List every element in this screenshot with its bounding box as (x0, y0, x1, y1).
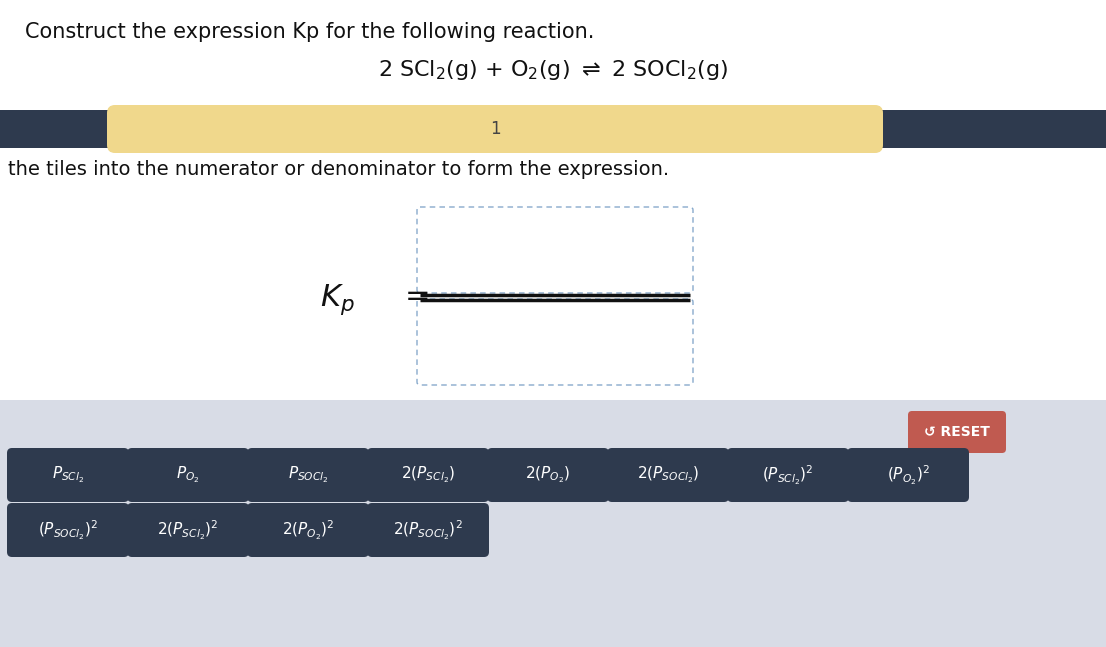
Text: $2(P_{SOCl_2})$: $2(P_{SOCl_2})$ (637, 465, 699, 485)
Text: $(P_{SOCl_2})^2$: $(P_{SOCl_2})^2$ (38, 518, 98, 542)
Text: ↺ RESET: ↺ RESET (924, 425, 990, 439)
Text: 1: 1 (490, 120, 500, 138)
FancyBboxPatch shape (127, 503, 249, 557)
FancyBboxPatch shape (607, 448, 729, 502)
Text: =: = (405, 283, 430, 311)
Text: $2(P_{SCl_2})^2$: $2(P_{SCl_2})^2$ (157, 518, 219, 542)
FancyBboxPatch shape (247, 448, 369, 502)
FancyBboxPatch shape (7, 503, 129, 557)
Text: $K_p$: $K_p$ (321, 283, 355, 318)
Text: $(P_{O_2})^2$: $(P_{O_2})^2$ (887, 463, 929, 487)
Text: $2(P_{O_2})^2$: $2(P_{O_2})^2$ (282, 518, 334, 542)
FancyBboxPatch shape (7, 448, 129, 502)
Text: $2(P_{SCl_2})$: $2(P_{SCl_2})$ (401, 465, 455, 485)
FancyBboxPatch shape (107, 105, 883, 153)
FancyBboxPatch shape (0, 400, 1106, 647)
Text: 2 SCl$_2$(g) + O$_2$(g) $\rightleftharpoons$ 2 SOCl$_2$(g): 2 SCl$_2$(g) + O$_2$(g) $\rightleftharpo… (378, 58, 728, 82)
FancyBboxPatch shape (847, 448, 969, 502)
Text: Construct the expression Kp for the following reaction.: Construct the expression Kp for the foll… (25, 22, 594, 42)
FancyBboxPatch shape (0, 110, 1106, 148)
FancyBboxPatch shape (417, 299, 693, 385)
Text: $P_{SOCl_2}$: $P_{SOCl_2}$ (288, 465, 328, 485)
FancyBboxPatch shape (908, 411, 1006, 453)
Text: the tiles into the numerator or denominator to form the expression.: the tiles into the numerator or denomina… (8, 160, 669, 179)
FancyBboxPatch shape (367, 503, 489, 557)
Text: $(P_{SCl_2})^2$: $(P_{SCl_2})^2$ (762, 463, 814, 487)
FancyBboxPatch shape (487, 448, 609, 502)
FancyBboxPatch shape (127, 448, 249, 502)
Text: $P_{O_2}$: $P_{O_2}$ (176, 465, 200, 485)
FancyBboxPatch shape (247, 503, 369, 557)
FancyBboxPatch shape (417, 207, 693, 293)
FancyBboxPatch shape (367, 448, 489, 502)
Text: $2(P_{O_2})$: $2(P_{O_2})$ (525, 465, 571, 485)
Text: $2(P_{SOCl_2})^2$: $2(P_{SOCl_2})^2$ (393, 518, 463, 542)
FancyBboxPatch shape (727, 448, 849, 502)
Text: $P_{SCl_2}$: $P_{SCl_2}$ (52, 465, 84, 485)
